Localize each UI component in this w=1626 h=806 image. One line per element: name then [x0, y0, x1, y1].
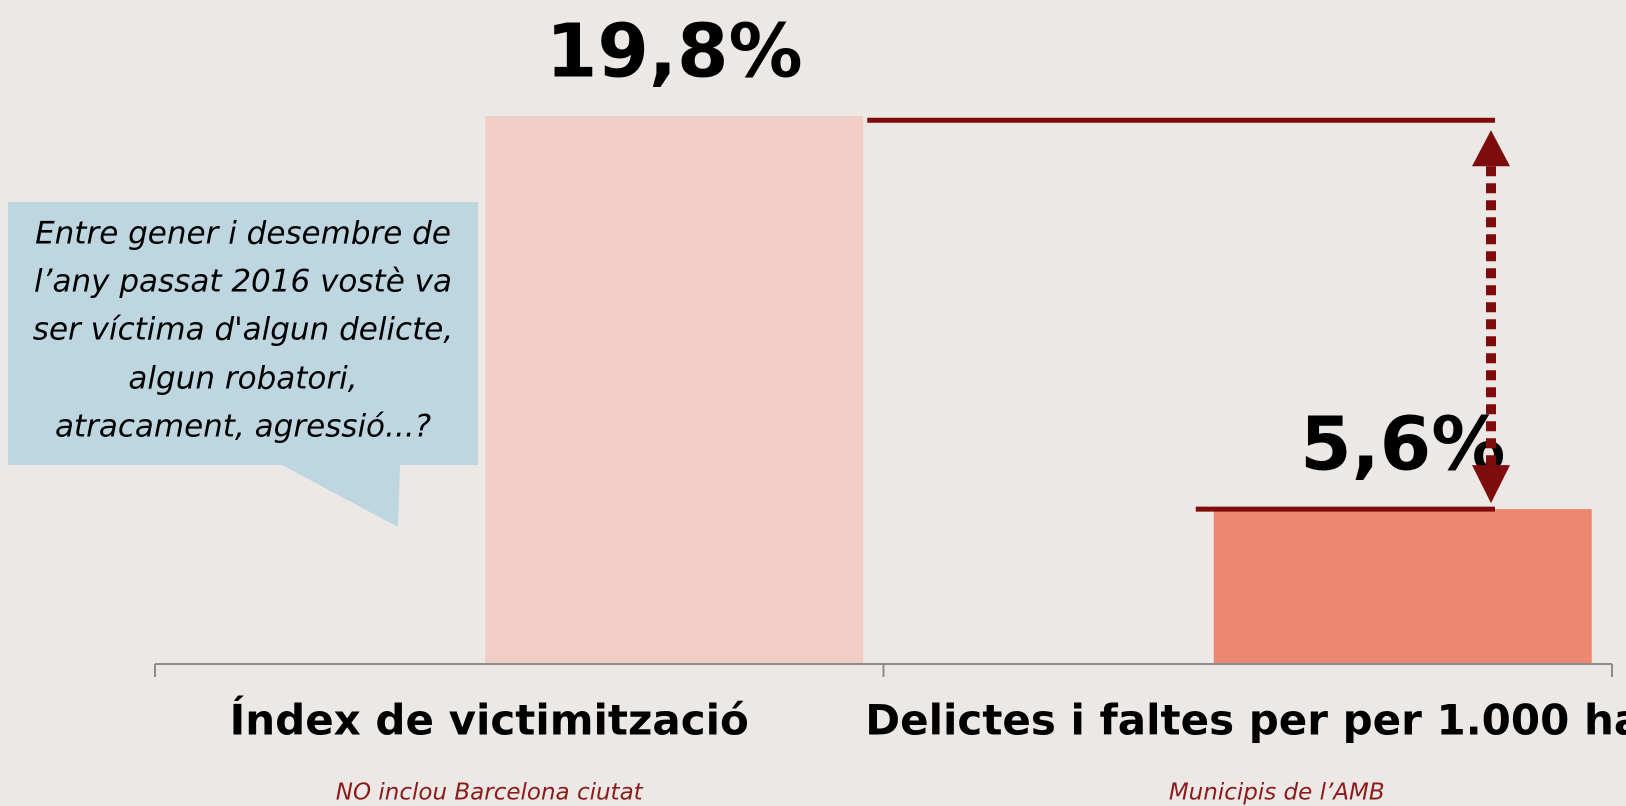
callout-box: [8, 202, 478, 527]
x-tick-label: Índex de victimització: [230, 695, 749, 745]
arrow-head: [1472, 130, 1510, 167]
category-subtitle: NO inclou Barcelona ciutat: [336, 780, 644, 806]
callout-text: atracament, agressió...?: [55, 409, 431, 445]
callout-text: algun robatori,: [128, 361, 357, 397]
category-subtitle: Municipis de l’AMB: [1169, 780, 1385, 806]
callout-text: ser víctima d'algun delicte,: [33, 312, 453, 348]
value-label: 19,8%: [546, 9, 803, 95]
x-tick-label: Delictes i faltes per per 1.000 hab.: [865, 696, 1626, 745]
callout-text: l’any passat 2016 vostè va: [34, 264, 452, 300]
callout-text: Entre gener i desembre de: [35, 216, 451, 252]
bar: [1213, 509, 1592, 664]
arrow-head: [1472, 465, 1510, 504]
bar: [485, 116, 864, 664]
value-label: 5,6%: [1300, 402, 1505, 488]
